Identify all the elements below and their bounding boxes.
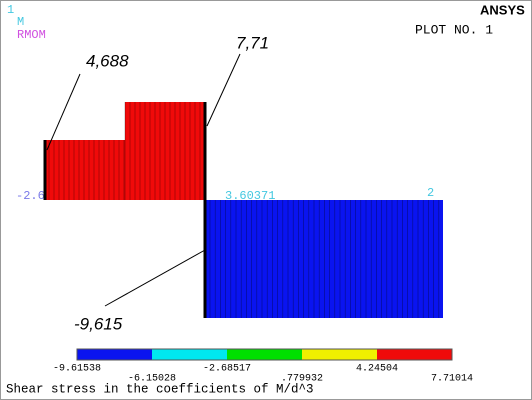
annotation: 4,688	[86, 51, 129, 70]
annotation: 7,71	[236, 33, 269, 52]
legend-band	[152, 349, 227, 360]
legend-band	[377, 349, 452, 360]
legend-label: 7.71014	[431, 374, 473, 385]
node-label: 3.60371	[225, 189, 275, 203]
legend-band	[77, 349, 152, 360]
positive-region	[45, 102, 205, 200]
negative-region	[205, 200, 443, 318]
caption: Shear stress in the coefficients of M/d^…	[6, 382, 314, 396]
plot-number: PLOT NO. 1	[415, 22, 493, 37]
legend-label: -9.61538	[53, 364, 101, 375]
legend-frame	[76, 348, 453, 361]
annotation-leader	[46, 73, 81, 151]
legend-label: -2.68517	[203, 364, 251, 375]
legend-label: -6.15028	[128, 374, 176, 385]
annotation-leader	[104, 249, 206, 307]
annotation-leader	[206, 53, 241, 127]
legend-label: 4.24504	[356, 364, 398, 375]
logo: ANSYS	[480, 2, 525, 17]
window-number: 1	[7, 3, 14, 17]
legend-band	[302, 349, 377, 360]
label-rmom: RMOM	[17, 28, 46, 42]
node-label: 2	[427, 186, 434, 200]
node-label: -2.6	[16, 189, 45, 203]
label-m: M	[17, 15, 24, 29]
legend-label: .779932	[281, 374, 323, 385]
annotation: -9,615	[74, 314, 123, 333]
legend-band	[227, 349, 302, 360]
